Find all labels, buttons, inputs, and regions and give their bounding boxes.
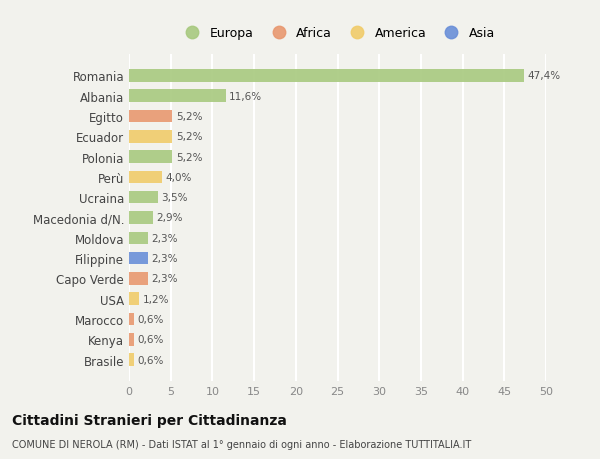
Legend: Europa, Africa, America, Asia: Europa, Africa, America, Asia: [175, 22, 500, 45]
Bar: [129, 252, 148, 265]
Text: 1,2%: 1,2%: [142, 294, 169, 304]
Text: 3,5%: 3,5%: [161, 193, 188, 203]
Text: 2,9%: 2,9%: [157, 213, 183, 223]
Text: 2,3%: 2,3%: [152, 253, 178, 263]
Text: 5,2%: 5,2%: [176, 132, 202, 142]
Text: 5,2%: 5,2%: [176, 152, 202, 162]
Bar: [129, 273, 148, 285]
Bar: [129, 131, 172, 143]
Text: 5,2%: 5,2%: [176, 112, 202, 122]
Bar: [129, 293, 139, 305]
Bar: [129, 232, 148, 245]
Bar: [129, 353, 134, 366]
Text: 0,6%: 0,6%: [137, 335, 164, 345]
Text: 11,6%: 11,6%: [229, 91, 262, 101]
Bar: [129, 313, 134, 325]
Text: 0,6%: 0,6%: [137, 314, 164, 325]
Text: 2,3%: 2,3%: [152, 274, 178, 284]
Bar: [129, 111, 172, 123]
Bar: [129, 212, 153, 224]
Bar: [129, 151, 172, 163]
Text: Cittadini Stranieri per Cittadinanza: Cittadini Stranieri per Cittadinanza: [12, 414, 287, 428]
Bar: [129, 191, 158, 204]
Text: 47,4%: 47,4%: [527, 71, 561, 81]
Bar: [129, 333, 134, 346]
Bar: [129, 171, 163, 184]
Text: 2,3%: 2,3%: [152, 233, 178, 243]
Text: 0,6%: 0,6%: [137, 355, 164, 365]
Bar: [129, 70, 524, 83]
Text: COMUNE DI NEROLA (RM) - Dati ISTAT al 1° gennaio di ogni anno - Elaborazione TUT: COMUNE DI NEROLA (RM) - Dati ISTAT al 1°…: [12, 440, 471, 449]
Bar: [129, 90, 226, 103]
Text: 4,0%: 4,0%: [166, 173, 192, 183]
